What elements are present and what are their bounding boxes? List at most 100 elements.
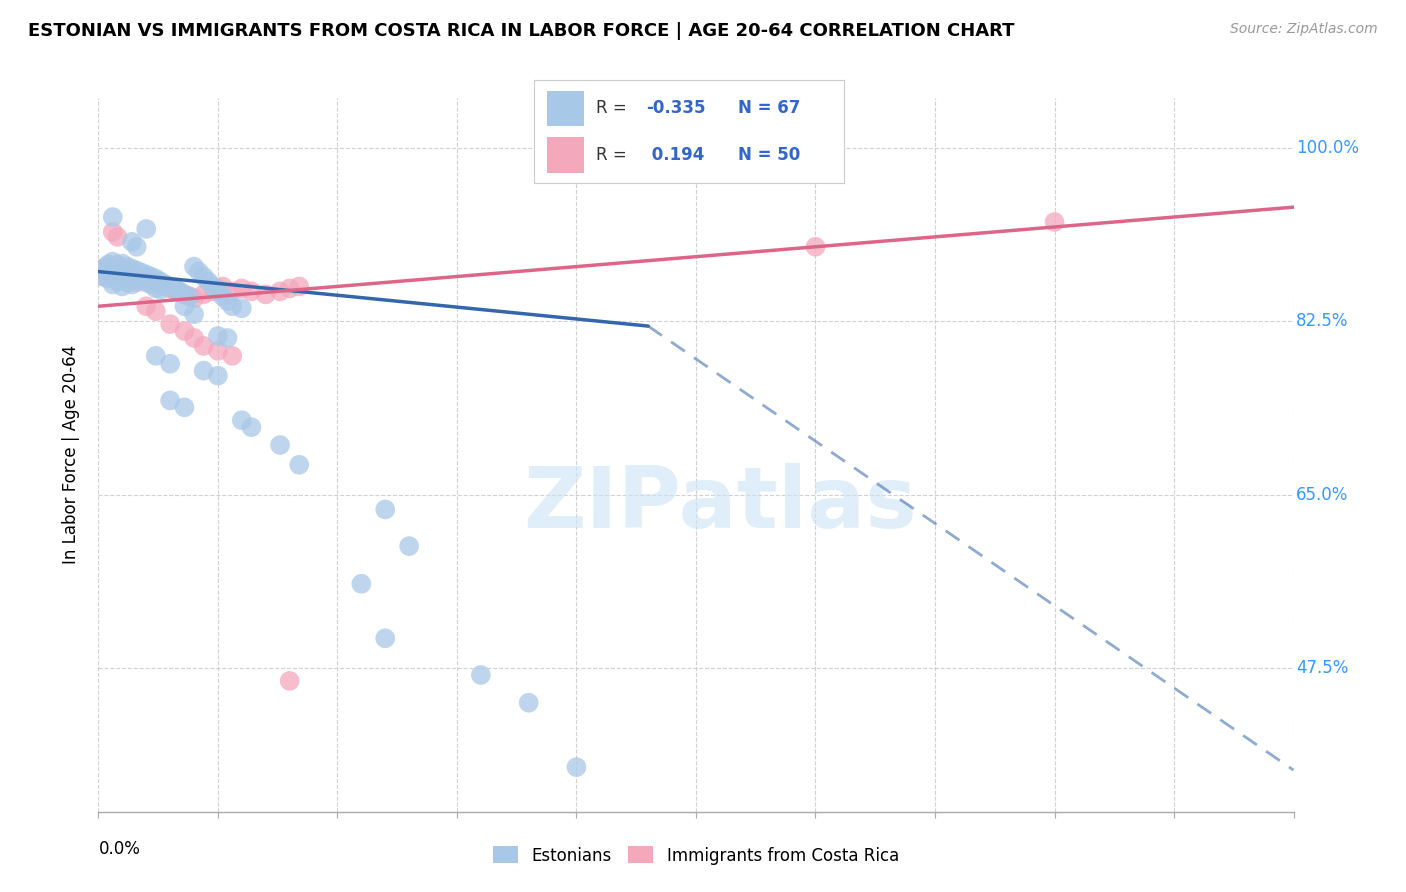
Point: [288, 458, 311, 472]
Point: [231, 413, 253, 427]
Point: [131, 273, 153, 287]
Point: [350, 576, 373, 591]
Point: [173, 401, 195, 415]
Text: ZIPatlas: ZIPatlas: [523, 463, 917, 547]
Point: [101, 254, 124, 268]
Text: 0.194: 0.194: [645, 145, 704, 163]
Point: [374, 632, 396, 646]
Point: [155, 277, 177, 292]
Point: [149, 282, 172, 296]
Point: [121, 266, 143, 280]
Point: [97, 260, 120, 274]
Point: [131, 269, 153, 284]
Point: [278, 673, 301, 688]
Point: [115, 268, 138, 282]
Point: [278, 281, 301, 295]
Point: [97, 264, 120, 278]
Point: [149, 277, 172, 292]
Point: [91, 269, 114, 284]
Point: [173, 324, 195, 338]
Text: ESTONIAN VS IMMIGRANTS FROM COSTA RICA IN LABOR FORCE | AGE 20-64 CORRELATION CH: ESTONIAN VS IMMIGRANTS FROM COSTA RICA I…: [28, 22, 1015, 40]
Point: [125, 276, 148, 290]
Y-axis label: In Labor Force | Age 20-64: In Labor Force | Age 20-64: [62, 345, 80, 565]
Point: [111, 261, 134, 276]
Point: [231, 281, 253, 295]
Point: [193, 339, 215, 353]
Point: [197, 275, 219, 289]
Point: [115, 260, 138, 274]
Point: [169, 285, 191, 300]
Text: N = 67: N = 67: [738, 100, 801, 118]
Point: [121, 261, 143, 276]
Point: [111, 279, 134, 293]
Point: [145, 281, 167, 295]
Point: [193, 287, 215, 301]
Point: [125, 240, 148, 254]
Point: [91, 269, 114, 284]
Point: [91, 261, 114, 276]
Text: 0.0%: 0.0%: [98, 840, 141, 858]
Point: [183, 307, 205, 321]
Point: [159, 317, 181, 331]
FancyBboxPatch shape: [547, 136, 583, 173]
Point: [179, 289, 201, 303]
Point: [202, 285, 225, 299]
Point: [398, 539, 420, 553]
Point: [115, 271, 138, 285]
Point: [183, 331, 205, 345]
Point: [111, 263, 134, 277]
Text: -0.335: -0.335: [645, 100, 706, 118]
Point: [207, 343, 229, 358]
Point: [217, 294, 239, 309]
Point: [254, 287, 277, 301]
Point: [193, 364, 215, 378]
Point: [193, 269, 215, 284]
Text: N = 50: N = 50: [738, 145, 800, 163]
Point: [804, 240, 827, 254]
Point: [221, 299, 243, 313]
Point: [470, 668, 492, 682]
Point: [111, 269, 134, 284]
Point: [101, 261, 124, 276]
Point: [101, 277, 124, 292]
Point: [231, 301, 253, 316]
Text: 100.0%: 100.0%: [1296, 138, 1360, 157]
Point: [221, 285, 243, 299]
Point: [111, 257, 134, 271]
Point: [131, 266, 153, 280]
Point: [121, 277, 143, 292]
Point: [139, 269, 162, 284]
Point: [145, 304, 167, 318]
Point: [517, 696, 540, 710]
Point: [101, 269, 124, 284]
Legend: Estonians, Immigrants from Costa Rica: Estonians, Immigrants from Costa Rica: [486, 839, 905, 871]
Point: [211, 279, 233, 293]
Point: [97, 268, 120, 282]
Point: [1043, 215, 1066, 229]
Point: [101, 225, 124, 239]
Point: [159, 393, 181, 408]
Point: [155, 279, 177, 293]
Point: [183, 260, 205, 274]
Point: [139, 277, 162, 292]
Point: [115, 263, 138, 277]
Point: [107, 260, 129, 274]
Point: [173, 299, 195, 313]
Point: [169, 285, 191, 299]
Point: [202, 279, 225, 293]
Point: [207, 368, 229, 383]
Point: [159, 279, 181, 293]
Point: [145, 271, 167, 285]
Point: [111, 271, 134, 285]
Text: 47.5%: 47.5%: [1296, 659, 1348, 677]
Point: [125, 271, 148, 285]
Text: 82.5%: 82.5%: [1296, 312, 1348, 330]
Point: [269, 438, 291, 452]
Point: [91, 261, 114, 276]
Point: [217, 331, 239, 345]
Point: [135, 276, 157, 290]
Point: [163, 284, 186, 298]
Point: [121, 269, 143, 284]
Point: [173, 287, 195, 301]
Point: [139, 273, 162, 287]
